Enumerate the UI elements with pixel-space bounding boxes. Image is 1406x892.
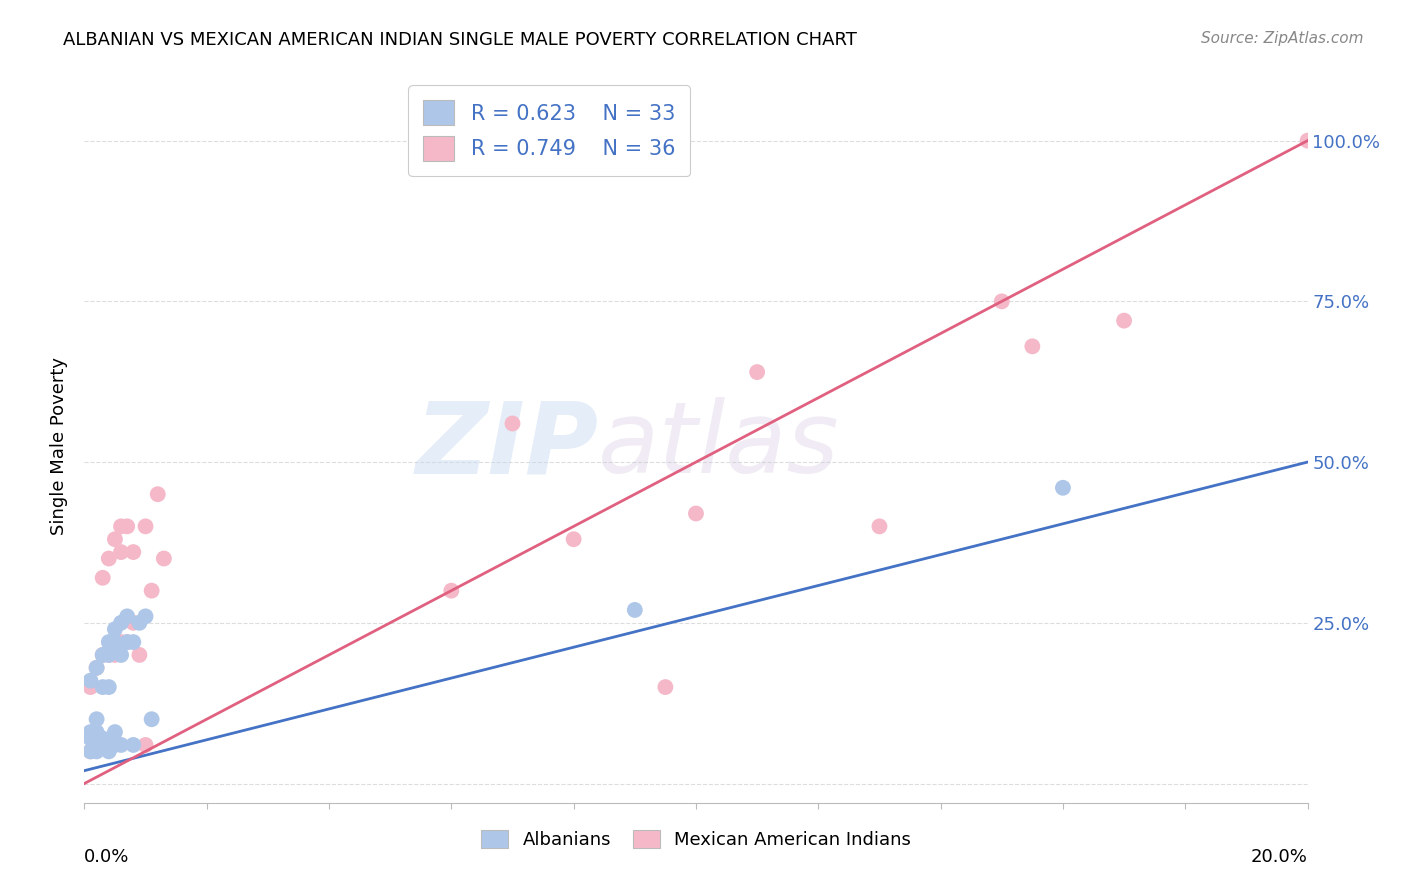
Point <box>1052 481 1074 495</box>
Point <box>79 725 101 739</box>
Point <box>562 533 585 547</box>
Point <box>991 294 1014 309</box>
Point <box>115 635 138 649</box>
Point <box>869 519 891 533</box>
Point <box>654 680 676 694</box>
Text: Source: ZipAtlas.com: Source: ZipAtlas.com <box>1201 31 1364 46</box>
Point <box>104 622 127 636</box>
Point <box>91 648 114 662</box>
Point <box>97 680 120 694</box>
Point <box>685 507 707 521</box>
Point <box>153 551 176 566</box>
Point <box>91 648 114 662</box>
Point <box>146 487 169 501</box>
Point <box>110 635 132 649</box>
Point <box>79 673 101 688</box>
Point <box>115 635 138 649</box>
Point <box>86 661 108 675</box>
Point <box>135 519 157 533</box>
Point <box>79 744 101 758</box>
Point <box>97 648 120 662</box>
Point <box>79 680 101 694</box>
Point <box>91 738 114 752</box>
Point <box>440 583 463 598</box>
Point <box>110 615 132 630</box>
Text: ZIP: ZIP <box>415 398 598 494</box>
Point <box>91 571 114 585</box>
Point <box>122 615 145 630</box>
Point <box>502 417 524 431</box>
Point <box>135 609 157 624</box>
Point <box>91 731 114 746</box>
Point <box>122 545 145 559</box>
Point <box>122 738 145 752</box>
Point <box>86 738 108 752</box>
Point <box>104 533 127 547</box>
Point <box>86 744 108 758</box>
Point <box>141 712 163 726</box>
Point <box>1114 313 1136 327</box>
Text: atlas: atlas <box>598 398 839 494</box>
Point <box>97 744 120 758</box>
Point <box>97 551 120 566</box>
Text: 20.0%: 20.0% <box>1251 847 1308 866</box>
Point <box>110 738 132 752</box>
Y-axis label: Single Male Poverty: Single Male Poverty <box>51 357 69 535</box>
Point <box>86 725 108 739</box>
Point <box>110 519 132 533</box>
Point <box>1296 134 1319 148</box>
Point <box>104 635 127 649</box>
Point <box>104 738 127 752</box>
Point <box>79 731 101 746</box>
Point <box>128 615 150 630</box>
Legend: Albanians, Mexican American Indians: Albanians, Mexican American Indians <box>472 821 920 858</box>
Point <box>104 648 127 662</box>
Point <box>128 648 150 662</box>
Point <box>1021 339 1043 353</box>
Point <box>104 635 127 649</box>
Point <box>86 712 108 726</box>
Point <box>110 648 132 662</box>
Point <box>141 583 163 598</box>
Point <box>135 738 157 752</box>
Text: ALBANIAN VS MEXICAN AMERICAN INDIAN SINGLE MALE POVERTY CORRELATION CHART: ALBANIAN VS MEXICAN AMERICAN INDIAN SING… <box>63 31 858 49</box>
Point <box>91 680 114 694</box>
Point <box>110 545 132 559</box>
Point <box>86 661 108 675</box>
Point <box>104 725 127 739</box>
Point <box>122 635 145 649</box>
Point <box>115 609 138 624</box>
Point <box>97 635 120 649</box>
Point <box>97 738 120 752</box>
Point <box>115 519 138 533</box>
Point <box>97 648 120 662</box>
Point <box>747 365 769 379</box>
Point <box>624 603 647 617</box>
Text: 0.0%: 0.0% <box>84 847 129 866</box>
Point <box>79 744 101 758</box>
Point <box>91 738 114 752</box>
